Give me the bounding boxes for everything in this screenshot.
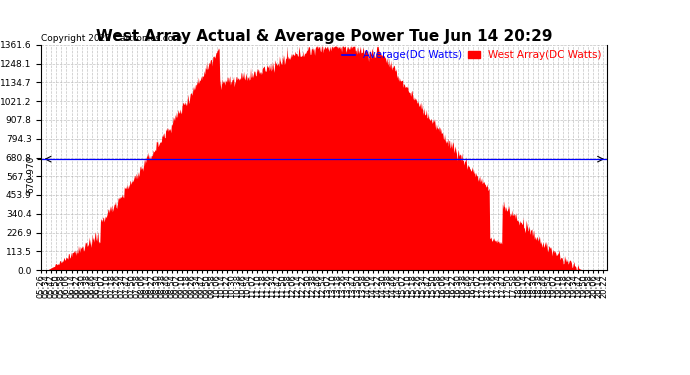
Text: Copyright 2022 Cartronics.com: Copyright 2022 Cartronics.com xyxy=(41,34,182,43)
Title: West Array Actual & Average Power Tue Jun 14 20:29: West Array Actual & Average Power Tue Ju… xyxy=(96,29,553,44)
Legend: Average(DC Watts), West Array(DC Watts): Average(DC Watts), West Array(DC Watts) xyxy=(342,50,602,60)
